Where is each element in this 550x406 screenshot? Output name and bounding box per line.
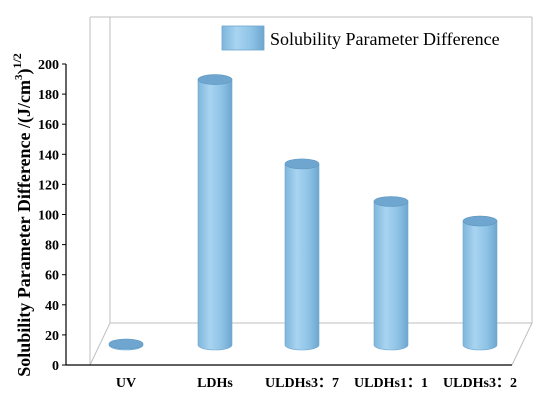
y-tick-label: 120 bbox=[38, 178, 59, 193]
legend: Solubility Parameter Difference bbox=[221, 25, 500, 51]
x-tick-label: ULDHs3：7 bbox=[265, 376, 339, 391]
bar-body bbox=[373, 201, 409, 351]
bar-ULDHs3：7 bbox=[284, 158, 320, 351]
bar-top bbox=[373, 196, 409, 207]
bars bbox=[108, 74, 498, 351]
y-tick-label: 140 bbox=[38, 148, 59, 163]
y-tick-label: 80 bbox=[45, 239, 59, 254]
y-axis-label: Solubility Parameter Difference /(J/cm3)… bbox=[10, 53, 35, 377]
x-tick-label: ULDHs3：2 bbox=[443, 376, 517, 391]
x-axis-labels: UV LDHs ULDHs3：7 ULDHs1：1 ULDHs3：2 bbox=[116, 376, 517, 391]
y-tick-label: 20 bbox=[45, 329, 59, 344]
legend-swatch bbox=[221, 25, 265, 51]
y-tick-label: 160 bbox=[38, 118, 59, 133]
bar-LDHs bbox=[197, 74, 233, 351]
bar-top bbox=[197, 74, 233, 85]
bar-top bbox=[462, 215, 498, 227]
bar-ULDHs3：2 bbox=[462, 215, 498, 351]
bar-body bbox=[462, 220, 498, 351]
legend-label: Solubility Parameter Difference bbox=[270, 29, 500, 49]
y-tick-label: 200 bbox=[38, 58, 59, 73]
y-tick-label: 180 bbox=[38, 88, 59, 103]
y-tick-label: 60 bbox=[45, 269, 59, 284]
x-tick-label: ULDHs1：1 bbox=[354, 376, 428, 391]
bar-top bbox=[108, 338, 144, 350]
bar-ULDHs1：1 bbox=[373, 196, 409, 351]
y-tick-label: 0 bbox=[52, 359, 59, 374]
x-tick-label: LDHs bbox=[197, 376, 233, 391]
bar-body bbox=[197, 79, 233, 351]
y-axis-ticks: 0 20 40 60 80 100 120 140 160 180 200 bbox=[38, 58, 66, 374]
bar-UV bbox=[108, 338, 144, 351]
bar-top bbox=[284, 158, 320, 170]
bar-body bbox=[284, 163, 320, 351]
x-tick-label: UV bbox=[116, 376, 136, 391]
y-tick-label: 40 bbox=[45, 299, 59, 314]
y-tick-label: 100 bbox=[38, 209, 59, 224]
